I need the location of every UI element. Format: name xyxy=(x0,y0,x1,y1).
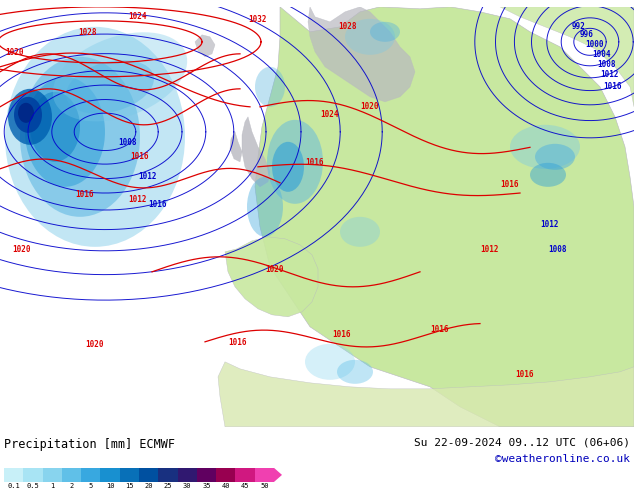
Text: 2: 2 xyxy=(69,483,74,489)
Ellipse shape xyxy=(30,92,80,162)
Bar xyxy=(62,468,81,482)
Polygon shape xyxy=(242,117,270,187)
Polygon shape xyxy=(308,7,415,102)
Ellipse shape xyxy=(25,77,105,187)
Text: 1012: 1012 xyxy=(600,70,619,79)
Text: Su 22-09-2024 09..12 UTC (06+06): Su 22-09-2024 09..12 UTC (06+06) xyxy=(414,438,630,448)
Ellipse shape xyxy=(5,27,185,247)
Text: 1016: 1016 xyxy=(603,82,621,91)
Text: 5: 5 xyxy=(89,483,93,489)
Text: 1012: 1012 xyxy=(138,172,157,181)
Text: 1016: 1016 xyxy=(130,152,148,161)
Text: 1024: 1024 xyxy=(128,12,146,21)
Polygon shape xyxy=(225,237,318,317)
Ellipse shape xyxy=(18,103,34,123)
Text: 1016: 1016 xyxy=(500,180,519,189)
Bar xyxy=(81,468,100,482)
Ellipse shape xyxy=(272,142,304,192)
Text: 1008: 1008 xyxy=(548,245,567,254)
Ellipse shape xyxy=(535,144,575,170)
Polygon shape xyxy=(195,35,215,57)
Text: 1016: 1016 xyxy=(148,200,167,209)
Text: 1020: 1020 xyxy=(85,340,103,349)
Bar xyxy=(23,468,42,482)
Ellipse shape xyxy=(66,60,154,114)
Text: 1012: 1012 xyxy=(128,195,146,204)
Text: 1008: 1008 xyxy=(118,138,136,147)
Text: 996: 996 xyxy=(580,30,594,39)
Text: 1012: 1012 xyxy=(540,220,559,229)
Ellipse shape xyxy=(255,67,285,107)
Text: 45: 45 xyxy=(241,483,249,489)
Polygon shape xyxy=(230,132,242,162)
Text: 20: 20 xyxy=(145,483,153,489)
Text: 10: 10 xyxy=(106,483,114,489)
Text: 40: 40 xyxy=(221,483,230,489)
Text: 1016: 1016 xyxy=(332,330,351,339)
Text: 35: 35 xyxy=(202,483,210,489)
Bar xyxy=(158,468,178,482)
Text: 1016: 1016 xyxy=(75,190,93,199)
Ellipse shape xyxy=(247,177,283,237)
Text: 30: 30 xyxy=(183,483,191,489)
Ellipse shape xyxy=(267,120,323,204)
Ellipse shape xyxy=(20,57,140,217)
Text: 1016: 1016 xyxy=(515,370,533,379)
Bar xyxy=(4,468,23,482)
Bar xyxy=(216,468,235,482)
Polygon shape xyxy=(274,468,282,482)
Text: 1020: 1020 xyxy=(360,102,378,111)
Text: 0.5: 0.5 xyxy=(27,483,39,489)
Text: 0.1: 0.1 xyxy=(7,483,20,489)
Ellipse shape xyxy=(510,125,580,169)
Bar xyxy=(255,468,274,482)
Text: ©weatheronline.co.uk: ©weatheronline.co.uk xyxy=(495,454,630,464)
Text: 15: 15 xyxy=(125,483,134,489)
Text: 25: 25 xyxy=(164,483,172,489)
Text: 1020: 1020 xyxy=(265,265,283,274)
Text: 1024: 1024 xyxy=(320,110,339,119)
Text: 1020: 1020 xyxy=(5,48,23,57)
Ellipse shape xyxy=(14,97,42,133)
Ellipse shape xyxy=(530,163,566,187)
Bar xyxy=(120,468,139,482)
Text: 1004: 1004 xyxy=(592,50,611,59)
Ellipse shape xyxy=(370,22,400,42)
Ellipse shape xyxy=(337,360,373,384)
Ellipse shape xyxy=(305,344,355,380)
Text: 1008: 1008 xyxy=(597,60,616,69)
Bar xyxy=(197,468,216,482)
Bar xyxy=(100,468,120,482)
Text: 1028: 1028 xyxy=(78,28,96,37)
Text: 1016: 1016 xyxy=(430,325,448,334)
Ellipse shape xyxy=(345,19,395,55)
Text: 1016: 1016 xyxy=(305,158,323,167)
Text: 992: 992 xyxy=(572,22,586,31)
Ellipse shape xyxy=(340,217,380,247)
Bar xyxy=(139,468,158,482)
Polygon shape xyxy=(218,362,634,427)
Polygon shape xyxy=(500,7,634,107)
Text: 1020: 1020 xyxy=(12,245,30,254)
Bar xyxy=(235,468,255,482)
Bar xyxy=(42,468,62,482)
Polygon shape xyxy=(255,7,634,427)
Text: 1: 1 xyxy=(50,483,55,489)
Text: 1028: 1028 xyxy=(338,22,356,31)
Text: 1000: 1000 xyxy=(585,40,604,49)
Text: 1012: 1012 xyxy=(480,245,498,254)
Ellipse shape xyxy=(53,32,187,122)
Bar xyxy=(178,468,197,482)
Text: Precipitation [mm] ECMWF: Precipitation [mm] ECMWF xyxy=(4,438,175,451)
Text: 1016: 1016 xyxy=(228,338,247,347)
Ellipse shape xyxy=(8,89,52,145)
Text: 50: 50 xyxy=(260,483,269,489)
Text: 1032: 1032 xyxy=(248,15,266,24)
